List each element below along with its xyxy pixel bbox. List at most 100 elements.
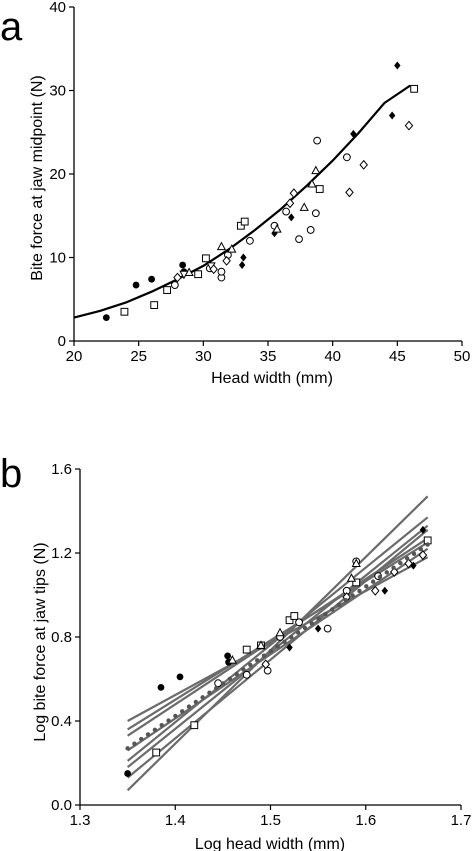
panel-b-dotted-fit-dot [248,662,253,668]
panel-b-y-tick-label: 0.4 [51,713,72,730]
panel-b-dotted-fit-dot [425,542,430,547]
panel-a-data-point [217,267,226,276]
panel-b-data-point [242,645,251,654]
panel-b-x-tick-label: 1.6 [355,812,376,829]
panel-a-data-point [295,235,303,244]
panel-a-x-tick-label: 25 [130,348,147,365]
panel-b-y-tick-label: 1.2 [51,545,72,562]
panel-b-y-tick-label: 1.6 [51,461,72,478]
panel-a-data-point [410,84,419,93]
panel-a-x-tick-label: 40 [324,348,341,365]
panel-a-data-point [404,120,414,131]
panel-b-data-point [152,748,161,757]
panel-a-data-point [120,307,129,316]
panel-a-data-point [209,264,218,275]
panel-b-data-point [124,770,132,777]
panel-b-data-point [256,640,266,649]
panel-b-dotted-fit-dot [214,685,219,691]
panel-a-data-point [202,254,210,263]
panel-a-x-tick-label: 35 [260,348,277,365]
panel-b-dotted-fit-dot [411,551,417,557]
panel-b-dotted-fit-dot [254,658,260,663]
panel-a-y-tick-label: 0 [58,333,66,350]
panel-b-dotted-fit-dot [186,704,192,709]
panel-b-dotted-fit-dot [159,722,164,728]
panel-a-x-tick-label: 50 [454,348,471,365]
panel-b-dotted-fit-dot [282,639,287,645]
panel-b-dotted-fit-dot [323,611,328,617]
panel-b-y-tick-label: 0.8 [51,629,72,646]
panel-b-data-point [242,670,251,679]
panel-b-dotted-fit-dot [193,699,199,705]
panel-a-y-axis-title: Bite force at jaw midpoint (N) [29,75,46,280]
panel-a-x-tick-label: 30 [195,348,212,365]
panel-b-y-axis-title: Log bite force at jaw tips (N) [32,542,49,741]
panel-b-dotted-fit-dot [261,653,267,658]
panel-a-data-point [148,275,156,283]
panel-a-data-point [272,224,282,233]
panel-b-dotted-fit-dot [391,565,396,570]
panel-b-data-point [275,627,285,637]
panel-a-data-point [216,241,227,251]
panel-b-dotted-fit-dot [220,681,226,686]
panel-b-dotted-fit-dot [398,560,403,566]
panel-b-data-point [390,566,399,577]
panel-a-letter: a [0,5,23,49]
panel-b-x-tick-label: 1.4 [165,812,186,829]
panel-b-dotted-fit-dot [377,574,383,580]
panel-b-data-point [190,721,199,730]
panel-b-dotted-fit-dot [152,727,158,732]
panel-b-x-tick-label: 1.7 [451,812,472,829]
panel-b-dotted-fit-dot [275,644,280,649]
panel-b-dotted-fit-dot [418,547,424,552]
panel-a-data-point [307,178,317,188]
panel-b-data-point [418,550,428,561]
panel-a-data-point [179,270,189,280]
panel-b-data-point [285,616,294,625]
panel-b-dotted-fit-dot [350,593,355,598]
panel-b-dotted-fit-dot [329,607,335,612]
panel-a-data-point [240,217,249,226]
panel-a-data-point [282,207,291,216]
panel-b: b Log head width (mm) Log bite force at … [0,452,471,851]
panel-b-data-point [295,618,303,627]
panel-b-data-point [419,525,427,534]
panel-a-data-point [311,209,320,218]
panel-b-dotted-fit-dot [302,625,308,631]
panel-a-data-point [245,236,254,245]
panel-b-data-point [176,673,184,681]
panel-b-dotted-fit-dot [295,630,301,635]
panel-a-data-point [359,159,368,170]
panel-b-dotted-fit-dot [384,570,389,575]
panel-a-data-point [388,111,396,120]
panel-a-data-point [288,213,295,222]
panel-b-data-point [157,684,165,691]
panel-a-data-point [132,281,140,289]
panel-a-data-point [240,253,247,262]
panel-a-data-point [315,185,324,193]
panel-b-dotted-fit-dot [166,718,171,723]
panel-b-dotted-fit-dot [364,584,369,589]
panel-b-dotted-fit-dot [343,597,349,603]
panel-b-dotted-fit-dot [268,648,274,654]
panel-b-regression-line [127,547,429,752]
panel-b-data-point [404,558,413,569]
panel-b-x-tick-label: 1.5 [260,812,281,829]
panel-b-y-tick-label: 0.0 [51,797,72,814]
panel-a-data-point [313,136,322,145]
panel-a-fit-curve [73,84,411,319]
panel-b-data-point [323,624,332,633]
panel-b-dotted-fit-dot [200,695,205,700]
panel-a-y-tick-label: 40 [49,0,66,16]
panel-b-regression-line [126,529,429,779]
panel-a-data-point [350,129,357,138]
panel-b-data-point [346,573,357,582]
panel-b-data-point [261,659,270,670]
panel-b-dotted-fit-dot [241,667,246,672]
panel-a-x-tick-label: 45 [389,348,406,365]
panel-b-dotted-fit-dot [125,746,130,751]
panel-b-dotted-fit-dot [132,741,137,746]
panel-b-dotted-fit-dot [139,736,144,742]
panel-a-y-tick-label: 30 [49,83,66,100]
